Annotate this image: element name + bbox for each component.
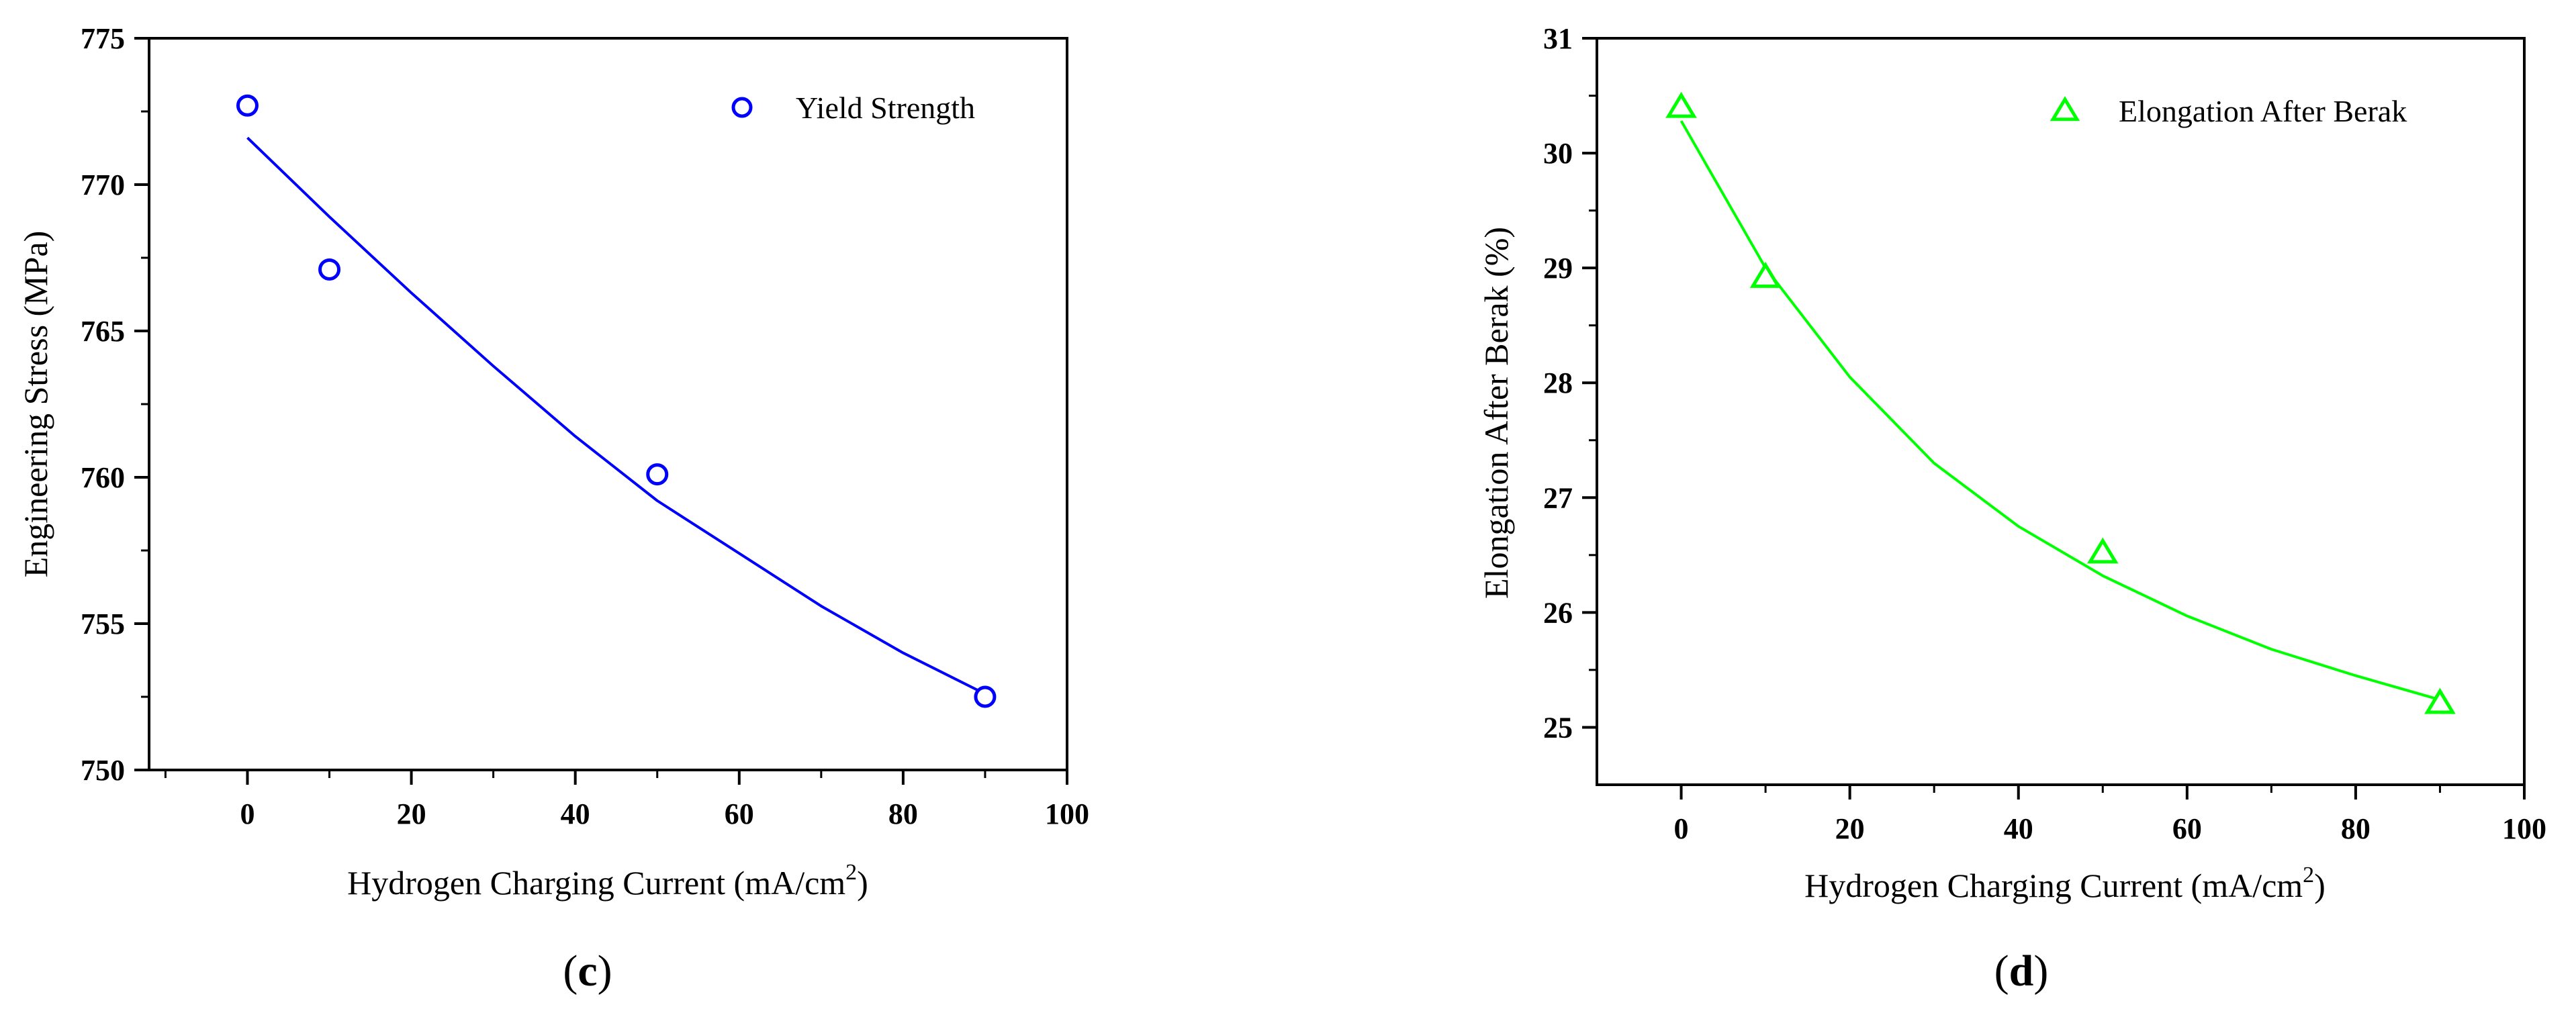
data-point-c — [236, 94, 259, 117]
panel-label-d: (d) — [1994, 947, 2049, 996]
y-tick-label-c: 770 — [81, 168, 125, 201]
legend-marker-d — [2050, 96, 2080, 122]
x-tick-label-c: 60 — [725, 798, 754, 830]
data-point-c — [646, 463, 669, 486]
y-tick-label-d: 29 — [1543, 252, 1573, 285]
y-tick-label-d: 28 — [1543, 367, 1573, 399]
y-axis-label-d: Elongation After Berak (%) — [1477, 227, 1515, 599]
x-tick-label-c: 0 — [240, 798, 255, 830]
plot-frame-c — [148, 37, 1068, 771]
legend-d: Elongation After Berak — [2050, 94, 2407, 128]
y-tick-label-d: 27 — [1543, 481, 1573, 514]
data-point-c — [318, 258, 341, 281]
y-axis-label-c: Engineering Stress (MPa) — [17, 231, 54, 578]
y-tick-label-d: 31 — [1543, 22, 1573, 55]
panel-c: 0 20 40 60 80 100 750 755 760 765 770 775 Yield Str… — [17, 22, 1089, 996]
x-tick-label-d: 60 — [2172, 812, 2202, 845]
y-tick-label-c: 760 — [81, 461, 125, 494]
ticks-d: 0 20 40 60 80 100 25 26 27 28 29 30 31 — [1543, 22, 2546, 845]
y-tick-label-c: 755 — [81, 608, 125, 640]
data-points-c — [236, 94, 997, 708]
panel-d: 0 20 40 60 80 100 25 26 27 28 29 30 31 Elongation Af… — [1477, 22, 2546, 996]
x-tick-label-c: 20 — [397, 798, 426, 830]
fit-line-c — [246, 136, 986, 695]
y-tick-label-c: 765 — [81, 315, 125, 348]
x-tick-label-d: 100 — [2502, 812, 2546, 845]
data-point-d — [1665, 91, 1697, 118]
panel-label-c: (c) — [563, 947, 612, 996]
y-tick-label-d: 30 — [1543, 137, 1573, 170]
x-tick-label-d: 20 — [1835, 812, 1865, 845]
legend-marker-c — [731, 97, 753, 118]
y-tick-label-d: 25 — [1543, 711, 1573, 744]
legend-label-d: Elongation After Berak — [2119, 94, 2407, 128]
y-tick-label-c: 750 — [81, 754, 125, 787]
plot-frame-d — [1596, 37, 2526, 786]
x-axis-label-d: Hydrogen Charging Current (mA/cm2) — [1804, 863, 2326, 904]
legend-label-c: Yield Strength — [796, 91, 975, 125]
x-tick-label-d: 80 — [2341, 812, 2371, 845]
fit-curve-d — [1680, 120, 2441, 702]
fit-curve-c — [246, 136, 986, 695]
x-tick-label-c: 100 — [1045, 798, 1089, 830]
data-point-d — [2086, 537, 2119, 564]
fit-line-d — [1680, 120, 2441, 702]
data-points-d — [1665, 91, 2456, 714]
x-tick-label-c: 40 — [561, 798, 590, 830]
x-tick-label-d: 40 — [2004, 812, 2033, 845]
x-tick-label-d: 0 — [1674, 812, 1689, 845]
legend-c: Yield Strength — [731, 91, 975, 125]
x-axis-label-c: Hydrogen Charging Current (mA/cm2) — [347, 860, 868, 902]
y-tick-label-d: 26 — [1543, 596, 1573, 629]
data-point-c — [974, 685, 997, 708]
data-point-d — [2424, 687, 2456, 714]
ticks-c: 0 20 40 60 80 100 750 755 760 765 770 775 — [81, 22, 1089, 830]
y-tick-label-c: 775 — [81, 22, 125, 55]
x-tick-label-c: 80 — [888, 798, 918, 830]
data-point-d — [1749, 261, 1782, 288]
